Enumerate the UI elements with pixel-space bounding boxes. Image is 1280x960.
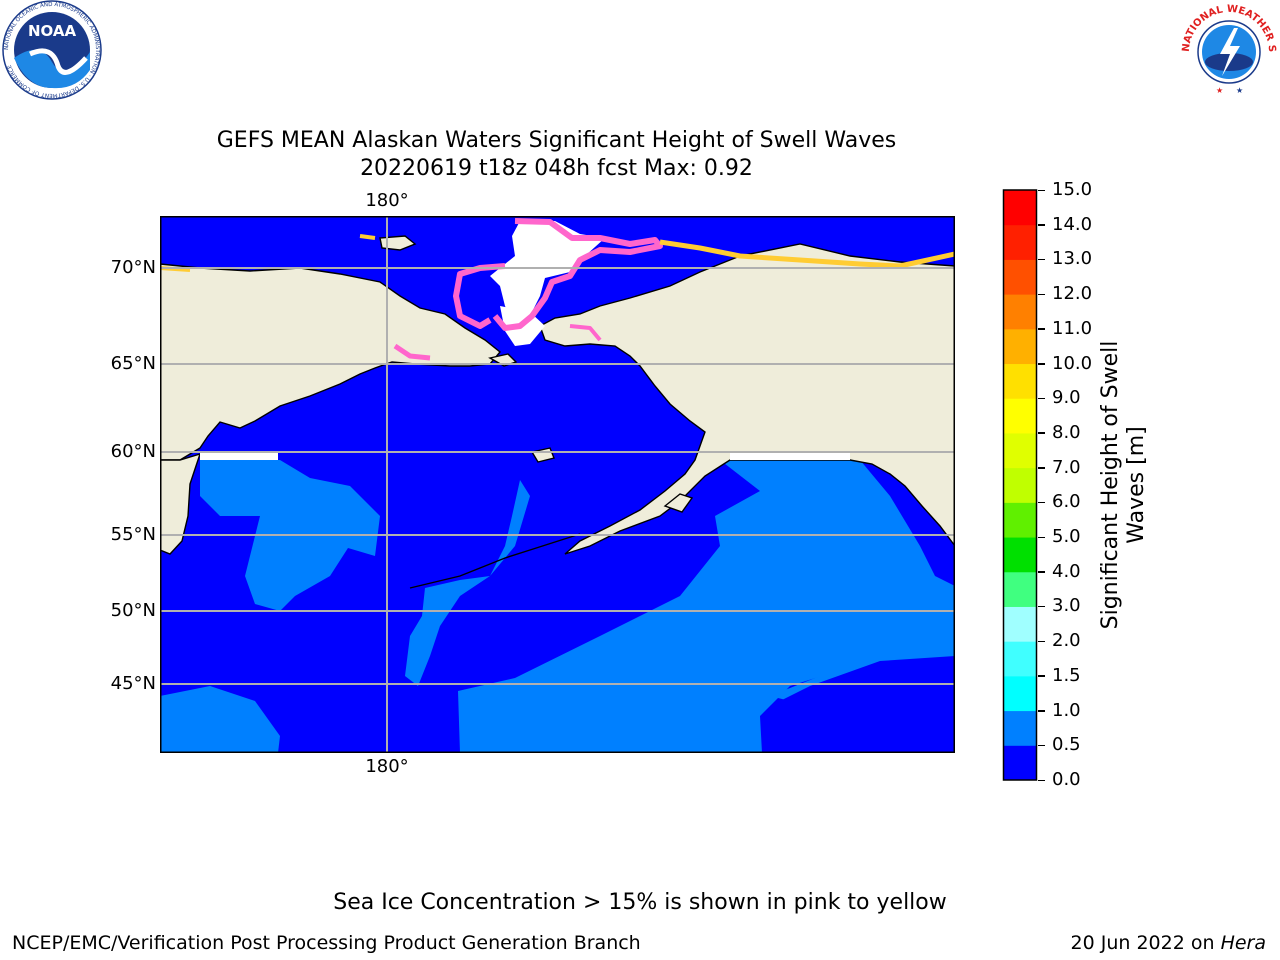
- colorbar-tick-mark: [1038, 258, 1045, 261]
- land-wrangel-island: [379, 235, 417, 251]
- colorbar-title: Significant Height of Swell Waves [m]: [1098, 340, 1149, 630]
- colorbar-tick-mark: [1038, 189, 1045, 191]
- colorbar-tick-mark: [1038, 744, 1045, 747]
- footer-date: 20 Jun 2022 on Hera: [1071, 932, 1266, 954]
- land-kodiak: [663, 493, 694, 513]
- colorbar-segment-14: [1004, 259, 1036, 295]
- colorbar-tick-label: 1.5: [1052, 664, 1081, 686]
- colorbar-segment-5: [1004, 571, 1036, 607]
- colorbar-segment-3: [1004, 641, 1036, 677]
- footer-date-text: 20 Jun 2022 on: [1070, 932, 1221, 954]
- chart-title: GEFS MEAN Alaskan Waters Significant Hei…: [216, 128, 897, 153]
- land-aleutians: [409, 533, 581, 589]
- colorbar-segment-11: [1004, 363, 1036, 399]
- lat-label-60n: 60°N: [110, 441, 156, 462]
- nodata-white-gulf: [730, 452, 850, 460]
- graticule: [160, 216, 955, 753]
- colorbar-segment-10: [1004, 398, 1036, 434]
- colorbar-tick-label: 13.0: [1052, 248, 1093, 270]
- svg-text:★: ★: [1216, 86, 1223, 95]
- colorbar-tick-mark: [1038, 363, 1045, 365]
- colorbar-tick-label: 2.0: [1052, 630, 1081, 652]
- colorbar-tick-mark: [1038, 571, 1045, 573]
- lat-label-50n: 50°N: [110, 600, 156, 621]
- colorbar-segment-15: [1004, 224, 1036, 260]
- colorbar-segment-7: [1004, 502, 1036, 538]
- colorbar-segment-1: [1004, 710, 1036, 746]
- colorbar-tick-label: 15.0: [1052, 179, 1093, 200]
- colorbar-tick-mark: [1038, 605, 1045, 608]
- colorbar-tick-mark: [1038, 779, 1045, 781]
- svg-text:★: ★: [1236, 86, 1243, 95]
- colorbar-tick-mark: [1038, 710, 1045, 712]
- colorbar-tick-mark: [1038, 293, 1045, 296]
- colorbar-tick-mark: [1038, 432, 1045, 434]
- colorbar-segment-2: [1004, 675, 1036, 712]
- colorbar: [1002, 189, 1038, 781]
- chart-subtitle: 20220619 t18z 048h fcst Max: 0.92: [360, 156, 753, 181]
- colorbar-tick-label: 9.0: [1052, 387, 1081, 409]
- lat-label-65n: 65°N: [110, 353, 156, 374]
- colorbar-segment-16: [1004, 190, 1036, 226]
- nodata-white-shelf: [200, 452, 278, 460]
- colorbar-tick-mark: [1038, 640, 1045, 643]
- lon-label-bottom: 180°: [365, 756, 409, 777]
- colorbar-frame: [1002, 189, 1038, 781]
- swell-zone-east: [458, 460, 955, 753]
- colorbar-tick-label: 11.0: [1052, 317, 1093, 339]
- ice-chukchi: [492, 218, 663, 331]
- swell-zone-southwest: [160, 686, 280, 753]
- calm-pocket-east: [770, 656, 955, 753]
- colorbar-segment-9: [1004, 432, 1036, 469]
- colorbar-tick-mark: [1038, 536, 1045, 539]
- colorbar-segment-4: [1004, 606, 1036, 642]
- colorbar-tick-mark: [1038, 328, 1045, 330]
- sea-ice-note: Sea Ice Concentration > 15% is shown in …: [333, 890, 947, 915]
- colorbar-tick-label: 7.0: [1052, 456, 1081, 478]
- colorbar-segment-0: [1004, 745, 1036, 781]
- ice-bering: [393, 343, 431, 361]
- map-frame: [160, 216, 955, 753]
- colorbar-tick-mark: [1038, 397, 1045, 400]
- svg-text:NOAA: NOAA: [28, 22, 77, 40]
- lat-label-55n: 55°N: [110, 524, 156, 545]
- footer-branch: NCEP/EMC/Verification Post Processing Pr…: [12, 932, 641, 954]
- footer-host: Hera: [1220, 932, 1266, 954]
- colorbar-tick-label: 1.0: [1052, 699, 1081, 721]
- ice-alaska-north: [569, 324, 602, 342]
- colorbar-tick-label: 10.0: [1052, 352, 1093, 374]
- colorbar-tick-label: 14.0: [1052, 213, 1093, 235]
- colorbar-segment-12: [1004, 328, 1036, 365]
- colorbar-segment-13: [1004, 294, 1036, 330]
- colorbar-tick-mark: [1038, 501, 1045, 504]
- ice-beaufort-edge: [659, 239, 955, 269]
- lon-label-top: 180°: [365, 190, 409, 211]
- lat-label-45n: 45°N: [110, 673, 156, 694]
- nodata-white-north: [490, 221, 605, 326]
- colorbar-tick-mark: [1038, 675, 1045, 677]
- land-kamchatka: [160, 452, 202, 555]
- colorbar-segment-8: [1004, 467, 1036, 503]
- colorbar-segment-6: [1004, 537, 1036, 573]
- colorbar-tick-label: 0.0: [1052, 769, 1081, 790]
- colorbar-tick-label: 0.5: [1052, 734, 1081, 756]
- lat-label-70n: 70°N: [110, 257, 156, 278]
- colorbar-tick-label: 6.0: [1052, 491, 1081, 513]
- noaa-logo: NATIONAL OCEANIC AND ATMOSPHERIC ADMINIS…: [2, 0, 102, 100]
- colorbar-tick-label: 8.0: [1052, 421, 1081, 443]
- nws-logo: NATIONAL WEATHER SERVICE ★ ★: [1178, 0, 1277, 95]
- map-plot: [160, 216, 955, 753]
- colorbar-tick-mark: [1038, 467, 1045, 469]
- colorbar-tick-label: 5.0: [1052, 526, 1081, 548]
- colorbar-tick-mark: [1038, 224, 1045, 226]
- colorbar-tick-label: 4.0: [1052, 560, 1081, 582]
- colorbar-tick-label: 3.0: [1052, 595, 1081, 617]
- colorbar-tick-label: 12.0: [1052, 283, 1093, 305]
- swell-zone-center: [405, 480, 530, 686]
